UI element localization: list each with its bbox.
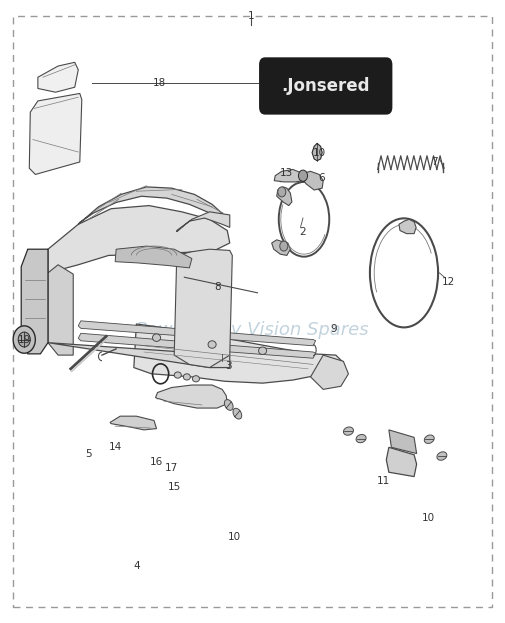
Polygon shape xyxy=(78,321,316,346)
Ellipse shape xyxy=(174,372,181,378)
Text: 8: 8 xyxy=(214,282,221,292)
Polygon shape xyxy=(48,206,230,273)
Text: 7: 7 xyxy=(431,157,438,167)
Polygon shape xyxy=(272,240,290,255)
Polygon shape xyxy=(386,447,417,477)
Ellipse shape xyxy=(437,452,447,460)
Ellipse shape xyxy=(259,347,267,354)
Text: 13: 13 xyxy=(280,168,293,178)
Text: .Jonsered: .Jonsered xyxy=(281,77,370,95)
Text: 5: 5 xyxy=(85,449,92,459)
Polygon shape xyxy=(156,385,227,408)
Ellipse shape xyxy=(208,341,216,348)
Circle shape xyxy=(13,326,35,353)
Polygon shape xyxy=(311,355,348,389)
Polygon shape xyxy=(177,212,230,232)
Ellipse shape xyxy=(424,435,434,444)
Polygon shape xyxy=(389,430,417,454)
Text: 18: 18 xyxy=(153,78,166,88)
Text: Powered by Vision Spares: Powered by Vision Spares xyxy=(136,321,369,339)
Ellipse shape xyxy=(233,408,242,419)
Text: 17: 17 xyxy=(165,464,178,473)
Polygon shape xyxy=(399,219,416,234)
Text: 10: 10 xyxy=(228,532,241,542)
Polygon shape xyxy=(174,249,232,368)
Circle shape xyxy=(298,170,308,181)
Circle shape xyxy=(280,241,288,251)
Text: 10: 10 xyxy=(313,148,326,158)
Text: 19: 19 xyxy=(18,335,31,345)
Polygon shape xyxy=(312,143,322,161)
Polygon shape xyxy=(78,333,316,358)
Polygon shape xyxy=(78,187,227,224)
Text: 4: 4 xyxy=(133,561,140,571)
Text: 10: 10 xyxy=(422,513,435,523)
Polygon shape xyxy=(115,246,192,268)
FancyBboxPatch shape xyxy=(259,57,392,115)
Text: 6: 6 xyxy=(318,173,325,183)
Text: 2: 2 xyxy=(299,227,307,237)
Ellipse shape xyxy=(343,427,354,435)
Ellipse shape xyxy=(192,376,199,382)
Polygon shape xyxy=(110,416,157,430)
Ellipse shape xyxy=(224,399,233,411)
Text: 1: 1 xyxy=(247,11,255,21)
Polygon shape xyxy=(277,187,292,206)
Text: 3: 3 xyxy=(225,361,232,371)
Circle shape xyxy=(278,187,286,197)
Polygon shape xyxy=(21,249,48,354)
Ellipse shape xyxy=(183,374,190,380)
Text: 15: 15 xyxy=(168,482,181,492)
Ellipse shape xyxy=(356,434,366,443)
Text: 16: 16 xyxy=(150,457,163,467)
Text: 11: 11 xyxy=(377,476,390,486)
Polygon shape xyxy=(302,171,323,190)
Polygon shape xyxy=(134,324,343,383)
Polygon shape xyxy=(48,343,230,368)
Ellipse shape xyxy=(153,334,161,341)
Text: 12: 12 xyxy=(442,277,455,287)
Text: 9: 9 xyxy=(330,324,337,334)
Polygon shape xyxy=(29,93,82,174)
Circle shape xyxy=(18,332,30,347)
Polygon shape xyxy=(38,62,78,92)
Polygon shape xyxy=(274,169,303,182)
Polygon shape xyxy=(48,265,73,355)
Text: 14: 14 xyxy=(109,442,122,452)
